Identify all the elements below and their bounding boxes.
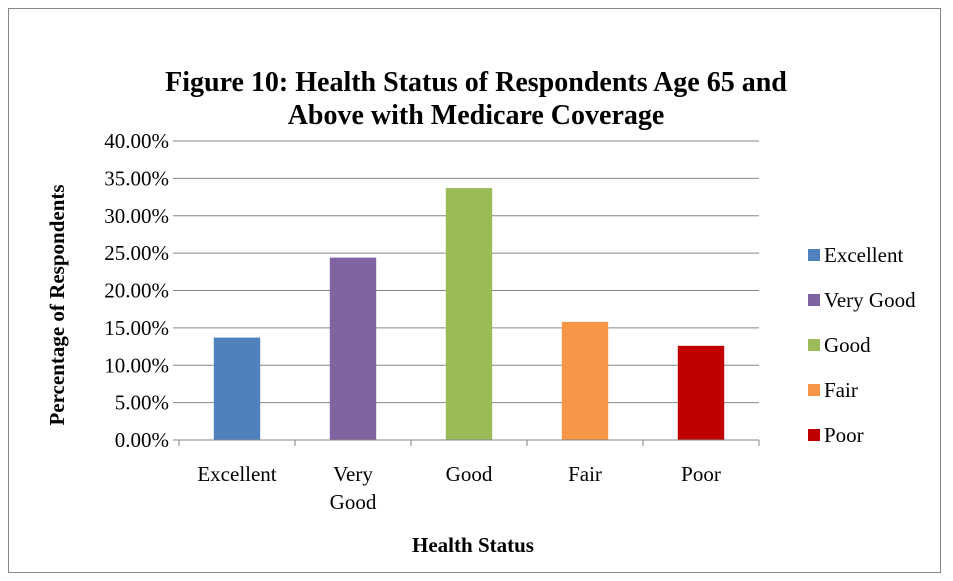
x-tick-label: Excellent	[197, 462, 276, 486]
y-tick-label: 25.00%	[104, 241, 169, 265]
legend-swatch	[808, 384, 820, 396]
x-tick-label: Very	[333, 462, 373, 486]
legend-label: Good	[824, 333, 871, 357]
bar-poor	[677, 345, 725, 440]
legend-label: Fair	[824, 378, 858, 402]
legend-swatch	[808, 249, 820, 261]
bar-excellent	[213, 337, 261, 440]
x-axis-ticks: Excellent Very Good Good Fair Poor	[178, 440, 760, 514]
bar-fair	[561, 321, 609, 440]
y-axis-ticks: 0.00% 5.00% 10.00% 15.00% 20.00% 25.00% 30.00%…	[104, 129, 179, 452]
y-tick-label: 40.00%	[104, 129, 169, 153]
x-tick-label: Poor	[681, 462, 721, 486]
legend: Excellent Very Good Good Fair Poor	[808, 243, 916, 447]
x-tick-label: Good	[446, 462, 493, 486]
y-tick-label: 35.00%	[104, 166, 169, 190]
bars	[213, 188, 725, 440]
x-tick-label: Good	[330, 490, 377, 514]
bar-very-good	[329, 257, 377, 440]
chart-title-line-1: Figure 10: Health Status of Respondents …	[165, 67, 787, 98]
y-tick-label: 20.00%	[104, 279, 169, 303]
legend-swatch	[808, 429, 820, 441]
y-tick-label: 10.00%	[104, 353, 169, 377]
y-axis-title: Percentage of Respondents	[45, 184, 69, 425]
bar-good	[445, 188, 493, 440]
legend-swatch	[808, 294, 820, 306]
legend-label: Excellent	[824, 243, 903, 267]
y-tick-label: 15.00%	[104, 316, 169, 340]
legend-swatch	[808, 339, 820, 351]
legend-label: Very Good	[824, 288, 916, 312]
chart-title-line-2: Above with Medicare Coverage	[288, 100, 665, 131]
y-tick-label: 5.00%	[115, 391, 169, 415]
y-tick-label: 30.00%	[104, 204, 169, 228]
y-tick-label: 0.00%	[115, 428, 169, 452]
x-axis-title: Health Status	[412, 533, 534, 557]
chart-title: Figure 10: Health Status of Respondents …	[165, 67, 787, 131]
x-tick-label: Fair	[568, 462, 602, 486]
legend-label: Poor	[824, 423, 864, 447]
